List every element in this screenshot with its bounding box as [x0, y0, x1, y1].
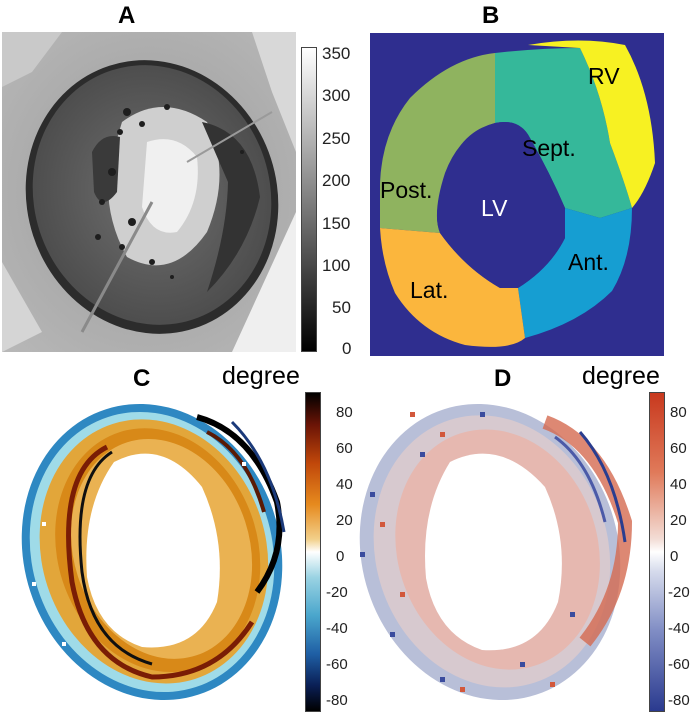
label-sept: Sept.: [522, 135, 576, 161]
panel-d-unit: degree: [582, 362, 660, 390]
panel-c-tick-minus-40: -40: [326, 620, 348, 637]
panel-c-colorbar: [305, 392, 321, 712]
panel-a-tick-250: 250: [322, 129, 351, 148]
panel-d-tick-60: 60: [670, 440, 687, 457]
panel-d-difference-map: [340, 392, 640, 712]
label-lat: Lat.: [410, 277, 448, 303]
label-lv: LV: [481, 195, 508, 221]
panel-d-tick-minus-40: -40: [668, 620, 690, 637]
label-rv: RV: [588, 63, 620, 89]
panel-d-tick-40: 40: [670, 476, 687, 493]
panel-c-letter: C: [133, 365, 151, 392]
segment-anterior: [518, 208, 632, 338]
panel-d-tick-80: 80: [670, 404, 687, 421]
segment-lateral: [380, 228, 525, 347]
panel-b-segmentation-map: RV Sept. Post. LV Ant. Lat.: [370, 33, 664, 356]
panel-d-tick-minus-80: -80: [668, 692, 690, 709]
label-ant: Ant.: [568, 249, 609, 275]
panel-c-tick-80: 80: [336, 404, 353, 421]
panel-c-tick-60: 60: [336, 440, 353, 457]
panel-a-tick-300: 300: [322, 86, 351, 105]
panel-d-letter: D: [494, 365, 512, 392]
panel-a-letter: A: [118, 2, 136, 29]
panel-c-tick-minus-20: -20: [326, 584, 348, 601]
panel-d-tick-0: 0: [670, 548, 679, 565]
panel-d-tick-minus-60: -60: [668, 656, 690, 673]
label-post: Post.: [380, 177, 432, 203]
panel-d-tick-minus-20: -20: [668, 584, 690, 601]
panel-d-lv-cavity: [425, 453, 562, 651]
panel-a-tick-350: 350: [322, 44, 351, 63]
panel-b-letter: B: [482, 2, 500, 29]
panel-c-lv-cavity: [86, 453, 220, 648]
panel-c-tick-minus-80: -80: [326, 692, 348, 709]
panel-d-tick-20: 20: [670, 512, 687, 529]
panel-d-colorbar: [649, 392, 665, 712]
panel-c-tick-40: 40: [336, 476, 353, 493]
panel-a-tick-150: 150: [322, 214, 351, 233]
panel-a-tick-0: 0: [342, 339, 352, 358]
segment-rv: [528, 40, 655, 208]
panel-c-tick-0: 0: [336, 548, 345, 565]
segment-septal: [495, 48, 632, 218]
panel-a-colorbar: [301, 47, 317, 352]
panel-a-tick-200: 200: [322, 171, 351, 190]
panel-a-mri-image: [2, 32, 296, 352]
panel-c-tick-minus-60: -60: [326, 656, 348, 673]
panel-c-tick-20: 20: [336, 512, 353, 529]
panel-a-tick-100: 100: [322, 256, 351, 275]
segment-lv-cavity: [436, 122, 565, 288]
segment-posterior: [380, 53, 495, 233]
panel-c-angle-map: [2, 392, 296, 712]
panel-a-tick-50: 50: [332, 298, 351, 317]
panel-c-unit: degree: [222, 362, 300, 390]
